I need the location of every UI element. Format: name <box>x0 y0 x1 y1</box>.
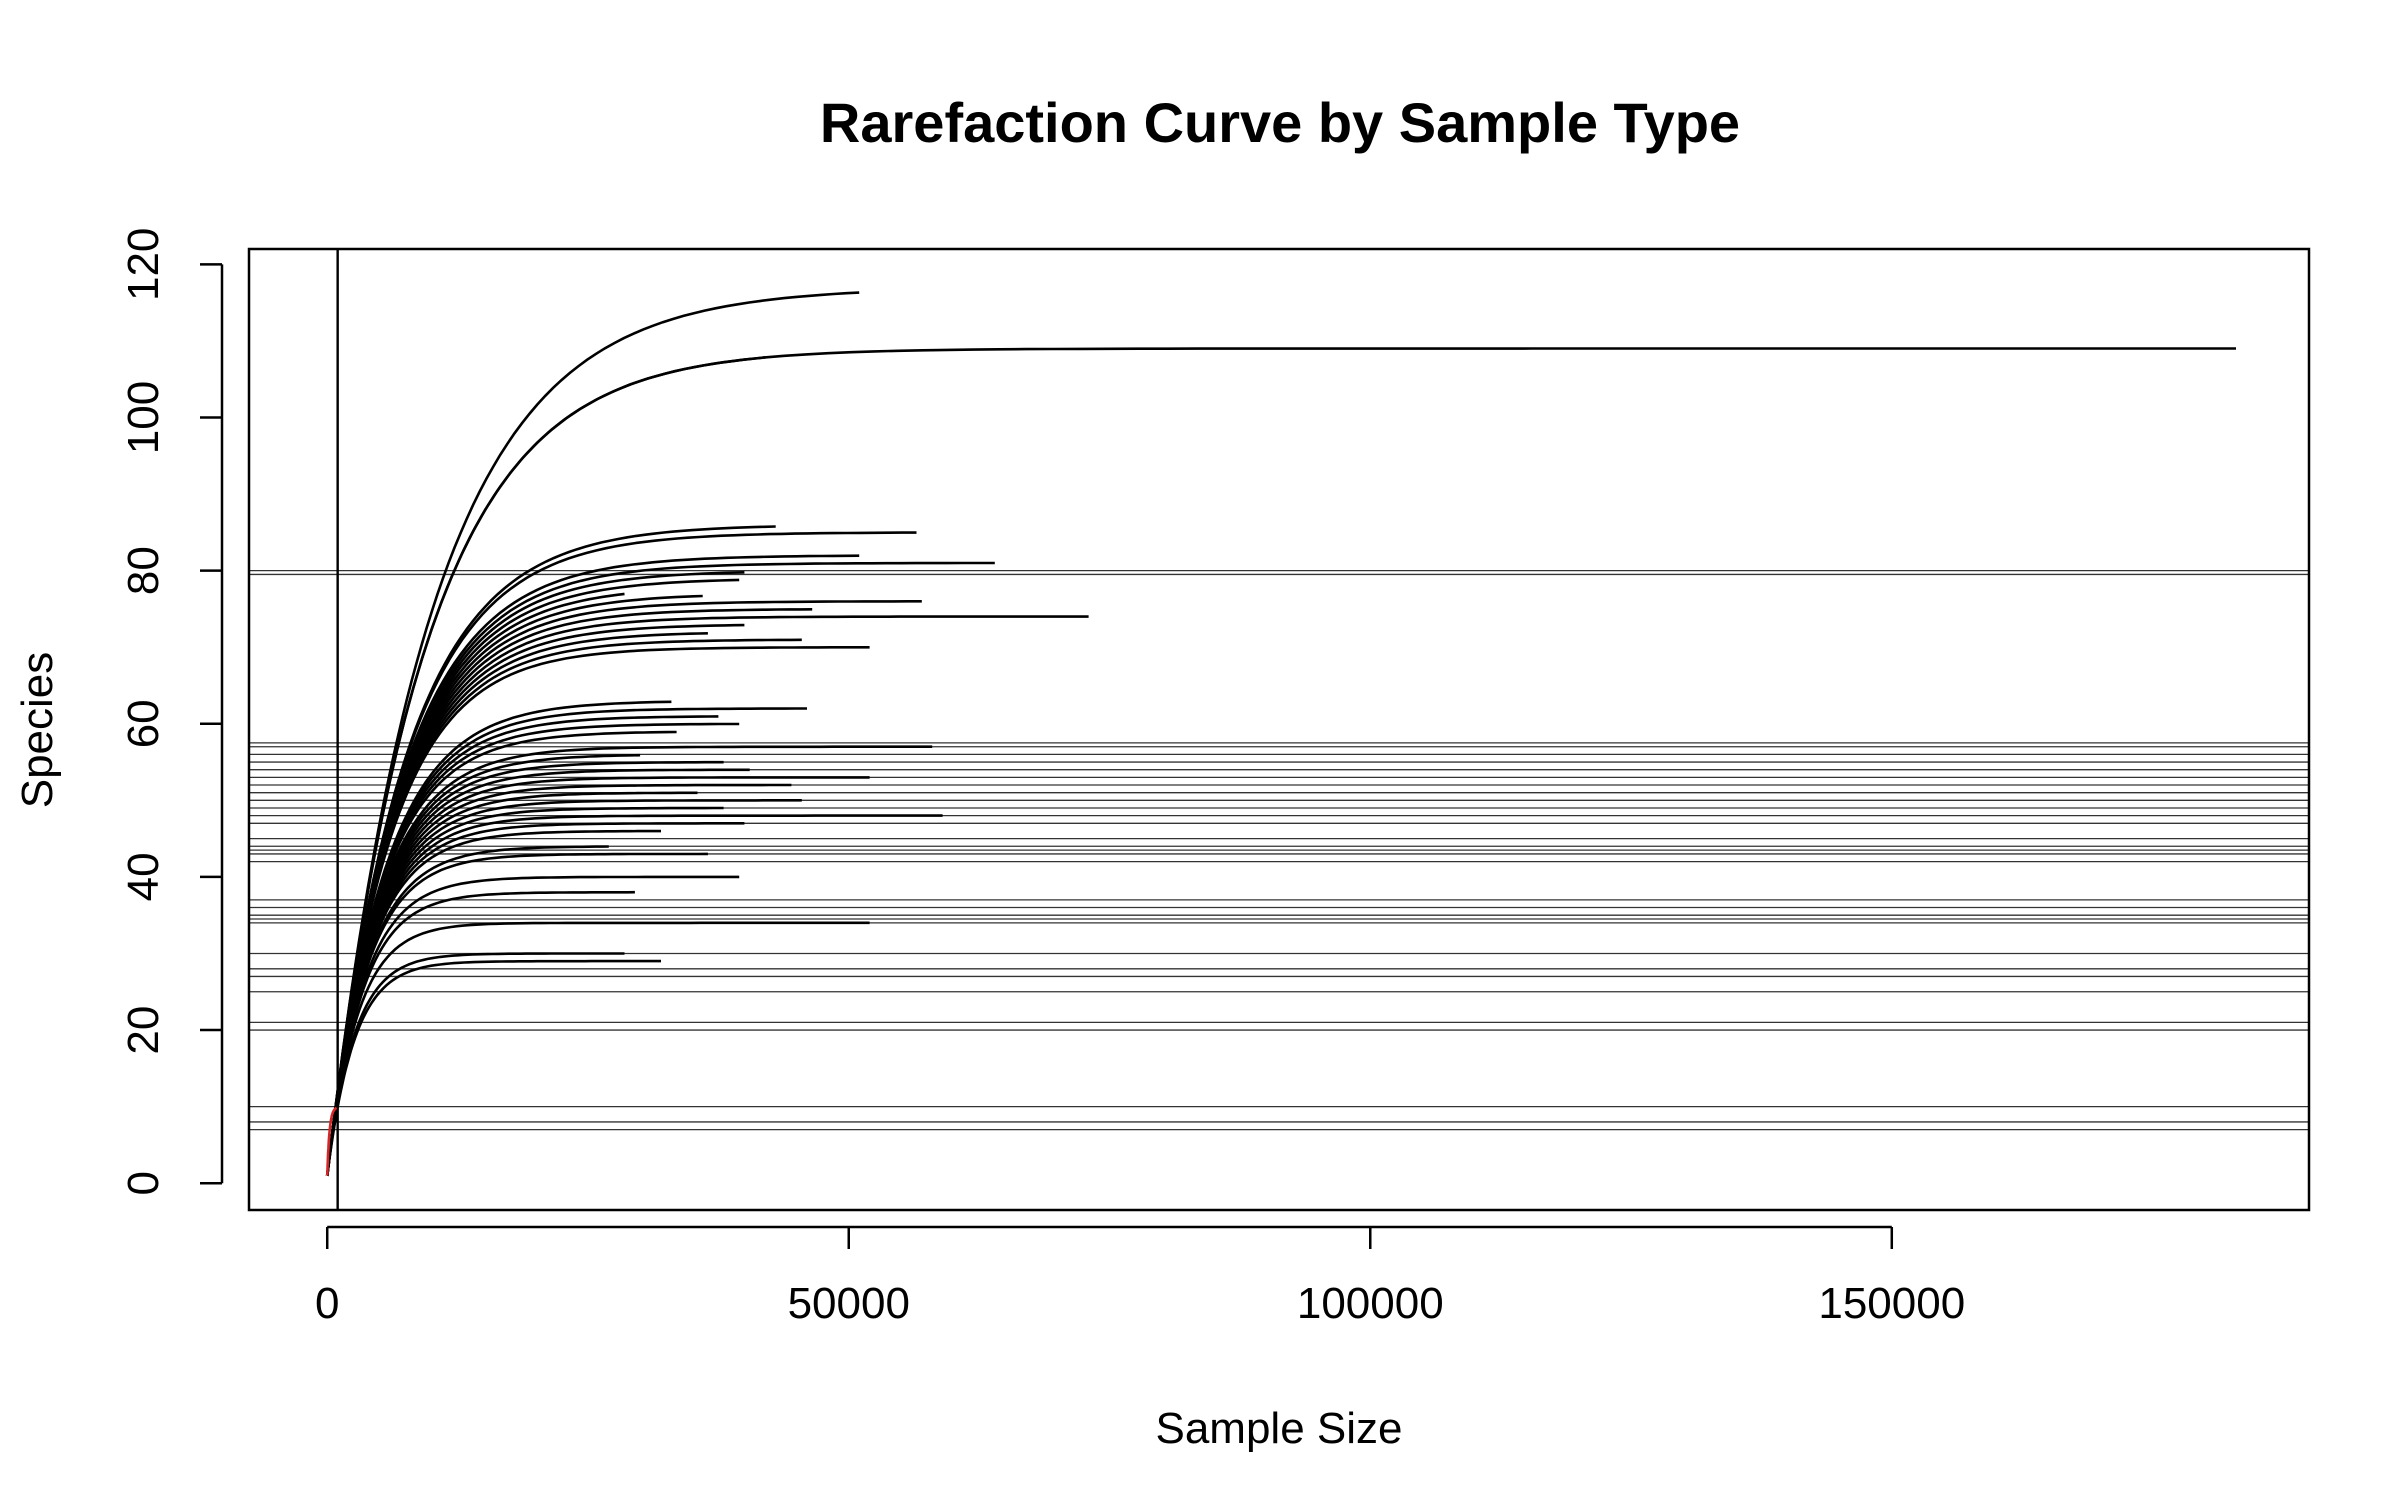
y-tick-label-2: 40 <box>119 852 168 901</box>
x-tick-label-0: 0 <box>315 1279 339 1328</box>
y-tick-label-1: 20 <box>119 1006 168 1055</box>
chart-title: Rarefaction Curve by Sample Type <box>820 91 1740 154</box>
rarefaction-curve-40 <box>327 954 624 1176</box>
x-tick-label-3: 150000 <box>1818 1279 1965 1328</box>
rarefaction-curve-41 <box>327 961 661 1175</box>
rarefaction-curve-6 <box>327 563 995 1176</box>
y-axis-label: Species <box>13 652 62 809</box>
rarefaction-curve-11 <box>327 601 922 1175</box>
y-tick-label-3: 60 <box>119 699 168 748</box>
plot-area <box>249 249 2309 1210</box>
y-tick-label-5: 100 <box>119 381 168 454</box>
y-tick-label-6: 120 <box>119 228 168 301</box>
x-tick-label-2: 100000 <box>1297 1279 1444 1328</box>
x-tick-label-1: 50000 <box>788 1279 910 1328</box>
y-tick-label-4: 80 <box>119 546 168 595</box>
y-tick-label-0: 0 <box>119 1171 168 1195</box>
x-axis-label: Sample Size <box>1155 1404 1402 1453</box>
